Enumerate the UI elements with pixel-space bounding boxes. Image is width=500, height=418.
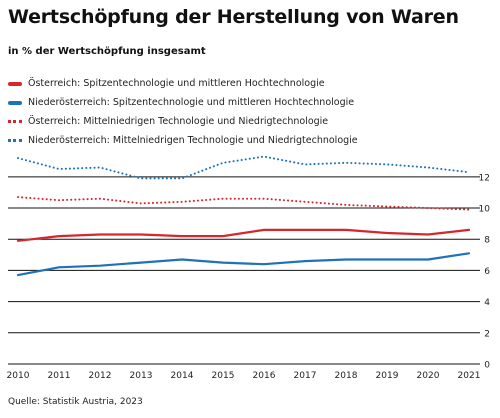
y-tick-label: 8 [484,236,490,246]
x-tick-label: 2010 [7,371,30,381]
y-tick-label: 10 [479,205,491,215]
legend: Österreich: Spitzentechnologie und mittl… [8,74,488,150]
y-tick-label: 12 [479,173,490,183]
legend-swatch [8,120,22,123]
legend-swatch [8,139,22,142]
series-line [17,155,470,180]
source-note: Quelle: Statistik Austria, 2023 [8,397,143,407]
legend-swatch [8,81,22,86]
chart-title: Wertschöpfung der Herstellung von Waren [8,6,459,28]
x-tick-label: 2012 [89,371,112,381]
x-tick-label: 2017 [294,371,317,381]
legend-swatch [8,100,22,105]
x-tick-label: 2013 [130,371,153,381]
y-tick-label: 0 [484,361,490,371]
legend-label: Österreich: Mittelniedrigen Technologie … [28,116,329,127]
legend-label: Niederösterreich: Spitzentechnologie und… [28,97,355,108]
legend-item: Österreich: Spitzentechnologie und mittl… [8,74,488,93]
series-line [16,228,471,242]
chart-subtitle: in % der Wertschöpfung insgesamt [8,46,206,57]
y-tick-label: 2 [484,329,490,339]
legend-item: Niederösterreich: Mittelniedrigen Techno… [8,131,488,150]
x-tick-label: 2016 [253,371,276,381]
x-tick-label: 2019 [376,371,399,381]
series-line [17,196,470,211]
x-tick-label: 2020 [417,371,440,381]
legend-label: Niederösterreich: Mittelniedrigen Techno… [28,135,358,146]
x-tick-label: 2014 [171,371,194,381]
legend-item: Niederösterreich: Spitzentechnologie und… [8,93,488,112]
series-line [16,252,471,277]
x-tick-label: 2015 [212,371,235,381]
x-tick-label: 2018 [335,371,358,381]
x-tick-label: 2011 [48,371,71,381]
y-tick-label: 4 [484,298,490,308]
legend-label: Österreich: Spitzentechnologie und mittl… [28,78,325,89]
y-tick-label: 6 [484,267,490,277]
legend-item: Österreich: Mittelniedrigen Technologie … [8,112,488,131]
x-tick-label: 2021 [458,371,481,381]
